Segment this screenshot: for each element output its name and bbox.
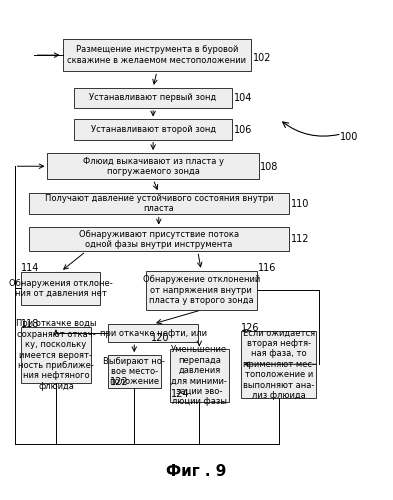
Text: При откачке воды
сохраняют откач-
ку, поскольку
имеется вероят-
ность приближе-
: При откачке воды сохраняют откач- ку, по… <box>16 320 96 391</box>
Text: Размещение инструмента в буровой
скважине в желаемом местоположении: Размещение инструмента в буровой скважин… <box>67 46 246 65</box>
Text: 114: 114 <box>21 263 39 273</box>
Text: 108: 108 <box>260 162 278 172</box>
Text: 120: 120 <box>151 334 170 344</box>
Text: 118: 118 <box>21 319 39 329</box>
FancyBboxPatch shape <box>21 272 100 305</box>
Text: Обнаружение отклонений
от напряжения внутри
пласта у второго зонда: Обнаружение отклонений от напряжения вну… <box>143 276 260 305</box>
Text: Обнаруживают присутствие потока
одной фазы внутри инструмента: Обнаруживают присутствие потока одной фа… <box>79 230 239 249</box>
Text: 110: 110 <box>291 199 309 209</box>
Text: 126: 126 <box>241 323 259 333</box>
FancyBboxPatch shape <box>241 330 316 398</box>
Text: Фиг . 9: Фиг . 9 <box>166 464 227 479</box>
Text: Обнаружения отклоне-
ния от давления нет: Обнаружения отклоне- ния от давления нет <box>9 278 112 298</box>
FancyBboxPatch shape <box>108 355 161 388</box>
FancyBboxPatch shape <box>62 39 251 72</box>
Text: Устанавливают второй зонд: Устанавливают второй зонд <box>90 125 216 134</box>
FancyBboxPatch shape <box>21 327 91 384</box>
Text: 124: 124 <box>171 389 189 399</box>
FancyBboxPatch shape <box>29 193 289 214</box>
Text: при откачке нефти, или: при откачке нефти, или <box>99 328 207 338</box>
Text: Получают давление устойчивого состояния внутри
пласта: Получают давление устойчивого состояния … <box>44 194 273 214</box>
Text: Выбирают но-
вое место-
положение: Выбирают но- вое место- положение <box>103 356 165 386</box>
Text: 112: 112 <box>291 234 309 244</box>
Text: 100: 100 <box>340 132 358 142</box>
Text: Устанавливают первый зонд: Устанавливают первый зонд <box>90 94 217 102</box>
Text: 116: 116 <box>258 263 276 273</box>
FancyBboxPatch shape <box>170 350 229 402</box>
FancyBboxPatch shape <box>74 120 232 140</box>
FancyBboxPatch shape <box>145 270 257 310</box>
Text: Флюид выкачивают из пласта у
погружаемого зонда: Флюид выкачивают из пласта у погружаемог… <box>83 156 224 176</box>
Text: Уменьшение
перепада
давления
для миними-
зации эво-
люции фазы: Уменьшение перепада давления для миними-… <box>171 346 228 406</box>
FancyBboxPatch shape <box>108 324 198 342</box>
Text: 104: 104 <box>234 93 253 103</box>
Text: 106: 106 <box>234 124 253 134</box>
FancyBboxPatch shape <box>74 88 232 108</box>
FancyBboxPatch shape <box>48 153 259 180</box>
FancyBboxPatch shape <box>29 228 289 252</box>
Text: 102: 102 <box>253 53 272 63</box>
Text: 122: 122 <box>110 378 129 388</box>
Text: Если ожидается
вторая нефтя-
ная фаза, то
применяют мес-
тоположение и
выполняют: Если ожидается вторая нефтя- ная фаза, т… <box>243 328 315 400</box>
